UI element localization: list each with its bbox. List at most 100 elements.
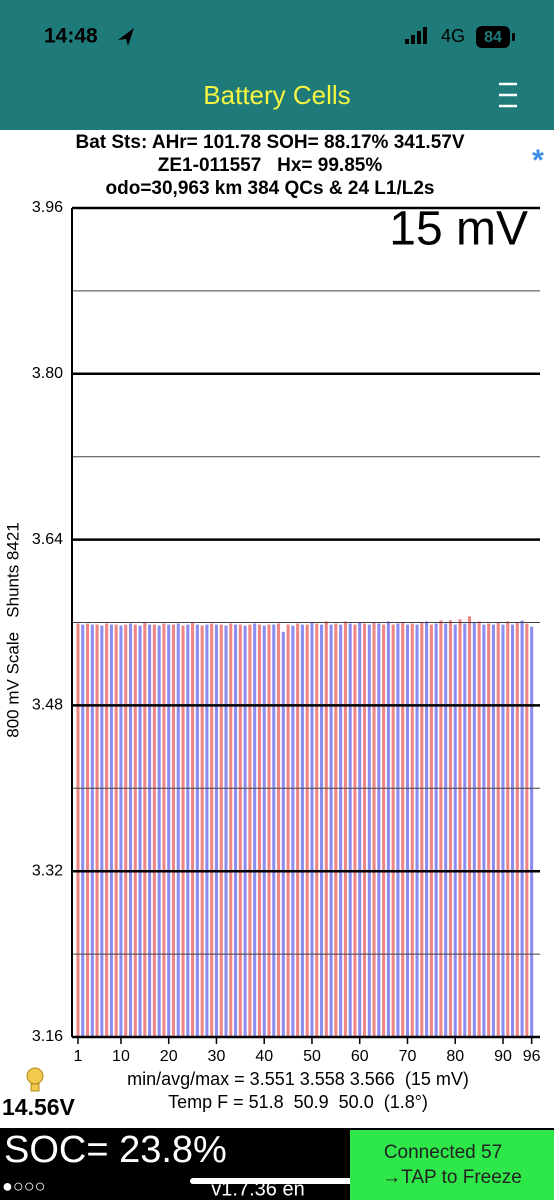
bar [162,623,166,1037]
bar [520,620,524,1037]
freeze-hint[interactable]: →TAP to Freeze [382,1167,522,1188]
bar [152,624,156,1037]
bar [234,624,238,1037]
bar [176,623,180,1037]
bar [100,625,104,1037]
bar [525,623,529,1037]
bar [195,624,199,1037]
bar [319,624,324,1037]
bar [372,622,376,1037]
bluetooth-asterisk[interactable]: * [532,144,544,177]
bar [353,624,357,1037]
y-tick-label: 3.96 [32,199,63,216]
x-tick-label: 40 [255,1048,273,1065]
bar [267,624,271,1037]
bar [453,624,457,1037]
freeze-button[interactable] [350,1130,554,1200]
bar [300,624,304,1037]
x-tick-label: 50 [303,1048,321,1065]
bar [444,623,448,1037]
y-tick-label: 3.16 [32,1028,63,1045]
battery-tip [512,33,515,41]
bar [133,624,137,1037]
bar [348,623,352,1037]
bar [324,621,328,1037]
bar [128,623,133,1037]
bar [530,626,534,1037]
location-icon [118,28,134,46]
bar [491,624,495,1037]
bar [515,622,519,1037]
bar [315,623,319,1037]
bar [257,624,261,1037]
bar [415,624,419,1037]
bar [386,621,390,1037]
x-tick-label: 60 [351,1048,369,1065]
bar [472,622,476,1037]
bar [105,623,109,1037]
bar [506,621,510,1037]
menu-button[interactable] [499,82,517,108]
x-tick-label: 30 [208,1048,226,1065]
status-battery: 84 [484,29,502,46]
bar [243,625,247,1037]
bar [334,623,338,1037]
bar [114,624,118,1037]
bar [511,624,515,1037]
bar [143,622,147,1037]
bar [157,625,161,1037]
plot: 3.16 3.32 3.48 3.64 3.80 3.96 1 10 20 30 40 50 60 70 8… [32,199,541,1065]
bar [358,622,362,1037]
bar [109,624,113,1037]
y-tick-label: 3.32 [32,862,63,879]
bar [405,624,410,1037]
bar [396,623,400,1037]
status-time: 14:48 [44,25,98,48]
y-axis-label: 800 mV Scale Shunts 8421 [3,522,22,737]
bar [119,625,123,1037]
bar [95,624,99,1037]
bar [286,624,290,1037]
bar [272,624,276,1037]
bar [229,623,233,1037]
pack-voltage: 14.56V [2,1094,76,1120]
bar [281,631,285,1037]
bar [210,623,214,1037]
bar [439,620,443,1037]
bar [477,621,481,1037]
summary-line: Bat Sts: AHr= 101.78 SOH= 88.17% 341.57V [75,132,464,153]
status-network: 4G [441,26,465,46]
bar [291,625,295,1037]
bar [305,624,309,1037]
bar [224,625,228,1037]
bar [391,624,395,1037]
x-tick-label: 20 [160,1048,178,1065]
bar [420,622,424,1037]
home-indicator [190,1178,376,1184]
y-tick-label: 3.48 [32,697,63,714]
bar [124,624,128,1037]
bar [425,621,429,1037]
bar [343,621,347,1037]
bar [171,624,176,1037]
bar [148,624,152,1037]
bar [296,623,300,1037]
bar [76,623,80,1037]
y-tick-label: 3.80 [32,365,63,382]
chart-annotation: 15 mV [389,203,528,256]
summary-line: ZE1-011557 Hx= 99.85% [158,155,383,176]
signal-icon [405,27,427,44]
x-tick-label: 70 [399,1048,417,1065]
x-tick-label: 96 [523,1048,541,1065]
bar [434,623,438,1037]
bar [81,624,85,1037]
bar [487,623,491,1037]
bar [238,624,242,1037]
page-dots[interactable]: ●○○○ [2,1176,46,1196]
bar [482,624,486,1037]
bar [253,623,257,1037]
bar [468,616,472,1037]
bulb-icon[interactable] [26,1067,44,1092]
bar [262,625,266,1037]
